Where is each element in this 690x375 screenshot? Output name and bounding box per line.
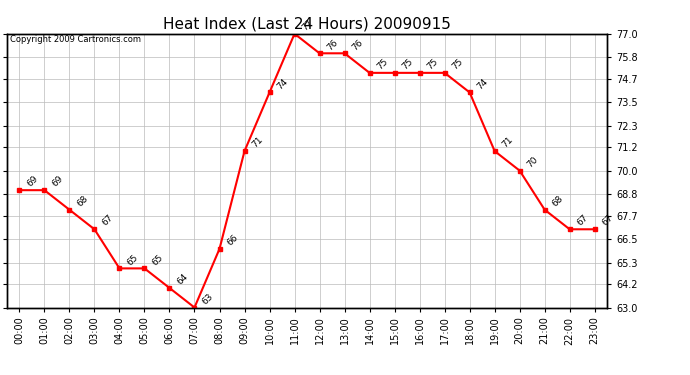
Text: 67: 67 <box>575 213 590 228</box>
Text: 66: 66 <box>225 233 239 248</box>
Text: 65: 65 <box>125 252 139 267</box>
Title: Heat Index (Last 24 Hours) 20090915: Heat Index (Last 24 Hours) 20090915 <box>163 16 451 31</box>
Text: 77: 77 <box>300 18 315 32</box>
Text: Copyright 2009 Cartronics.com: Copyright 2009 Cartronics.com <box>10 35 141 44</box>
Text: 64: 64 <box>175 272 190 286</box>
Text: 75: 75 <box>425 57 440 72</box>
Text: 74: 74 <box>475 76 490 91</box>
Text: 68: 68 <box>550 194 564 208</box>
Text: 75: 75 <box>400 57 415 72</box>
Text: 67: 67 <box>100 213 115 228</box>
Text: 69: 69 <box>25 174 39 189</box>
Text: 75: 75 <box>450 57 464 72</box>
Text: 74: 74 <box>275 76 290 91</box>
Text: 75: 75 <box>375 57 390 72</box>
Text: 67: 67 <box>600 213 615 228</box>
Text: 68: 68 <box>75 194 90 208</box>
Text: 65: 65 <box>150 252 164 267</box>
Text: 71: 71 <box>500 135 515 150</box>
Text: 76: 76 <box>350 38 364 52</box>
Text: 70: 70 <box>525 155 540 169</box>
Text: 63: 63 <box>200 292 215 306</box>
Text: 71: 71 <box>250 135 264 150</box>
Text: 76: 76 <box>325 38 339 52</box>
Text: 69: 69 <box>50 174 64 189</box>
